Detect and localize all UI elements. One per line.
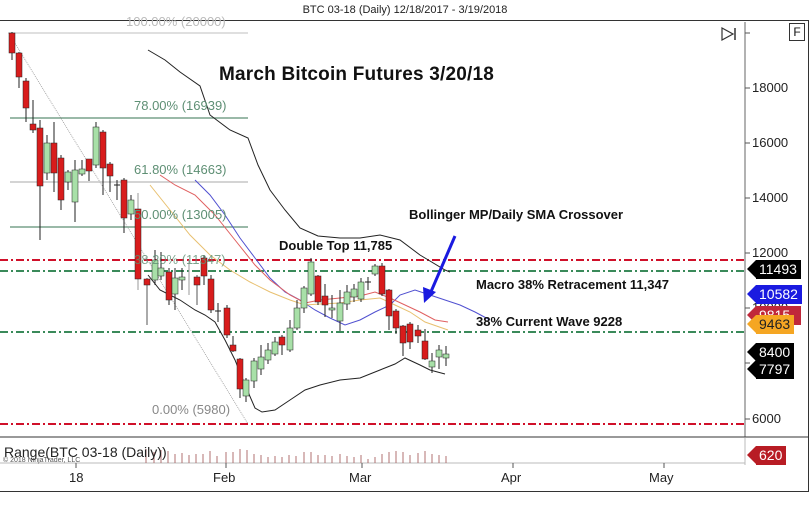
sma-red — [159, 174, 449, 323]
x-tick-apr: Apr — [501, 470, 522, 485]
copyright-text: © 2018 NinjaTrader, LLC — [3, 457, 81, 464]
x-tick-may: May — [649, 470, 674, 485]
price-tag-range: 620 — [746, 446, 787, 465]
fib-label-0: 0.00% (5980) — [152, 402, 231, 417]
x-tick-18: 18 — [69, 470, 84, 485]
x-tick-feb: Feb — [213, 470, 236, 485]
price-tag-11493: 11493 — [747, 260, 801, 279]
x-ticks — [75, 463, 665, 468]
fib-trendline — [9, 34, 249, 425]
bollinger-lower — [147, 274, 446, 413]
y-tick-12000: 12000 — [752, 245, 789, 260]
fib-label-78: 78.00% (16939) — [134, 98, 227, 113]
y-tick-16000: 16000 — [752, 135, 789, 150]
x-tick-mar: Mar — [349, 470, 372, 485]
double-top-annotation: Double Top 11,785 — [279, 238, 393, 253]
crossover-arrow-icon — [423, 235, 457, 303]
y-tick-6000: 6000 — [752, 411, 781, 426]
fib-label-382: 38.20% (11347) — [134, 252, 226, 267]
fib-label-50: 50.00% (13005) — [134, 207, 227, 222]
fib-label-618: 61.80% (14663) — [134, 162, 227, 177]
skip-to-end-icon[interactable] — [721, 26, 736, 42]
price-tag-10582: 10582 — [747, 285, 802, 304]
fib-lines — [8, 32, 248, 228]
chart-frame — [0, 20, 809, 492]
chart-title-bar: BTC 03-18 (Daily) 12/18/2017 - 3/19/2018 — [302, 4, 508, 16]
y-tick-14000: 14000 — [752, 190, 789, 205]
candles — [8, 32, 450, 402]
f-button[interactable]: F — [789, 23, 805, 41]
bollinger-middle — [194, 179, 491, 326]
price-tag-8400: 8400 — [746, 343, 795, 362]
fib-label-100: 100.00% (20000) — [126, 14, 226, 29]
y-tick-18000: 18000 — [752, 80, 789, 95]
current-wave-annotation: 38% Current Wave 9228 — [476, 314, 623, 329]
range-bars — [145, 449, 447, 463]
range-indicator-label: Range(BTC 03-18 (Daily)) — [4, 444, 167, 460]
bollinger-upper — [147, 49, 451, 273]
chart-annotation-title: March Bitcoin Futures 3/20/18 — [219, 64, 495, 85]
price-tag-7797: 7797 — [746, 360, 795, 379]
macro-retracement-annotation: Macro 38% Retracement 11,347 — [476, 277, 669, 292]
price-tag-9463: 9463 — [746, 315, 795, 334]
bollinger-annotation: Bollinger MP/Daily SMA Crossover — [409, 207, 624, 222]
